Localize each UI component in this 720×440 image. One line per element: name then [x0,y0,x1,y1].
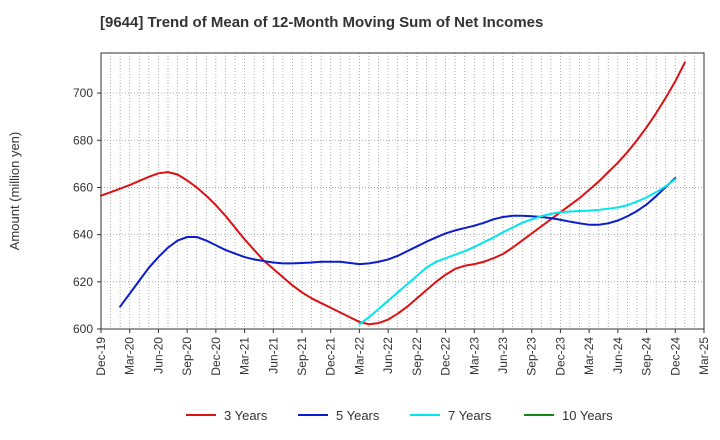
y-tick-label: 660 [73,180,93,194]
x-tick-label: Sep-21 [295,337,309,376]
series-line-5-years [119,177,677,308]
grid-lines [101,53,704,329]
x-tick-label: Jun-21 [266,337,280,374]
x-tick-label: Mar-20 [123,337,137,375]
x-tick-label: Dec-21 [324,337,338,376]
legend-label-3-years: 3 Years [224,408,268,423]
legend-label-10-years: 10 Years [562,408,613,423]
x-tick-label: Mar-21 [238,337,252,375]
x-tick-label: Dec-22 [439,337,453,376]
x-tick-label: Jun-24 [611,337,625,374]
x-tick-label: Mar-22 [352,337,366,375]
x-tick-label: Mar-25 [697,337,711,375]
x-tick-label: Dec-23 [553,337,567,376]
legend-label-5-years: 5 Years [336,408,380,423]
x-tick-label: Mar-23 [467,337,481,375]
y-tick-label: 620 [73,275,93,289]
series-lines [100,61,686,326]
x-tick-label: Dec-19 [94,337,108,376]
x-tick-label: Jun-20 [151,337,165,374]
x-tick-label: Sep-24 [640,337,654,376]
chart-title: [9644] Trend of Mean of 12-Month Moving … [100,14,544,31]
series-line-3-years [100,61,686,326]
x-tick-label: Jun-22 [381,337,395,374]
y-tick-label: 700 [73,86,93,100]
legend-label-7-years: 7 Years [448,408,492,423]
axes: 600 620 640 660 680 700 Dec-19 Mar-20 Jun-20 Sep-… [73,52,711,376]
x-tick-label: Sep-20 [180,337,194,376]
x-tick-label: Sep-23 [525,337,539,376]
series-line-7-years [358,178,677,326]
y-tick-label: 600 [73,322,93,336]
legend: 3 Years 5 Years 7 Years 10 Years [186,408,613,423]
y-axis-label: Amount (million yen) [7,132,22,251]
x-tick-label: Mar-24 [582,337,596,375]
x-tick-label: Jun-23 [496,337,510,374]
x-tick-label: Sep-22 [410,337,424,376]
x-tick-label: Dec-24 [668,337,682,376]
y-tick-label: 680 [73,133,93,147]
plot-frame [100,52,705,330]
x-tick-label: Dec-20 [209,337,223,376]
y-tick-label: 640 [73,228,93,242]
